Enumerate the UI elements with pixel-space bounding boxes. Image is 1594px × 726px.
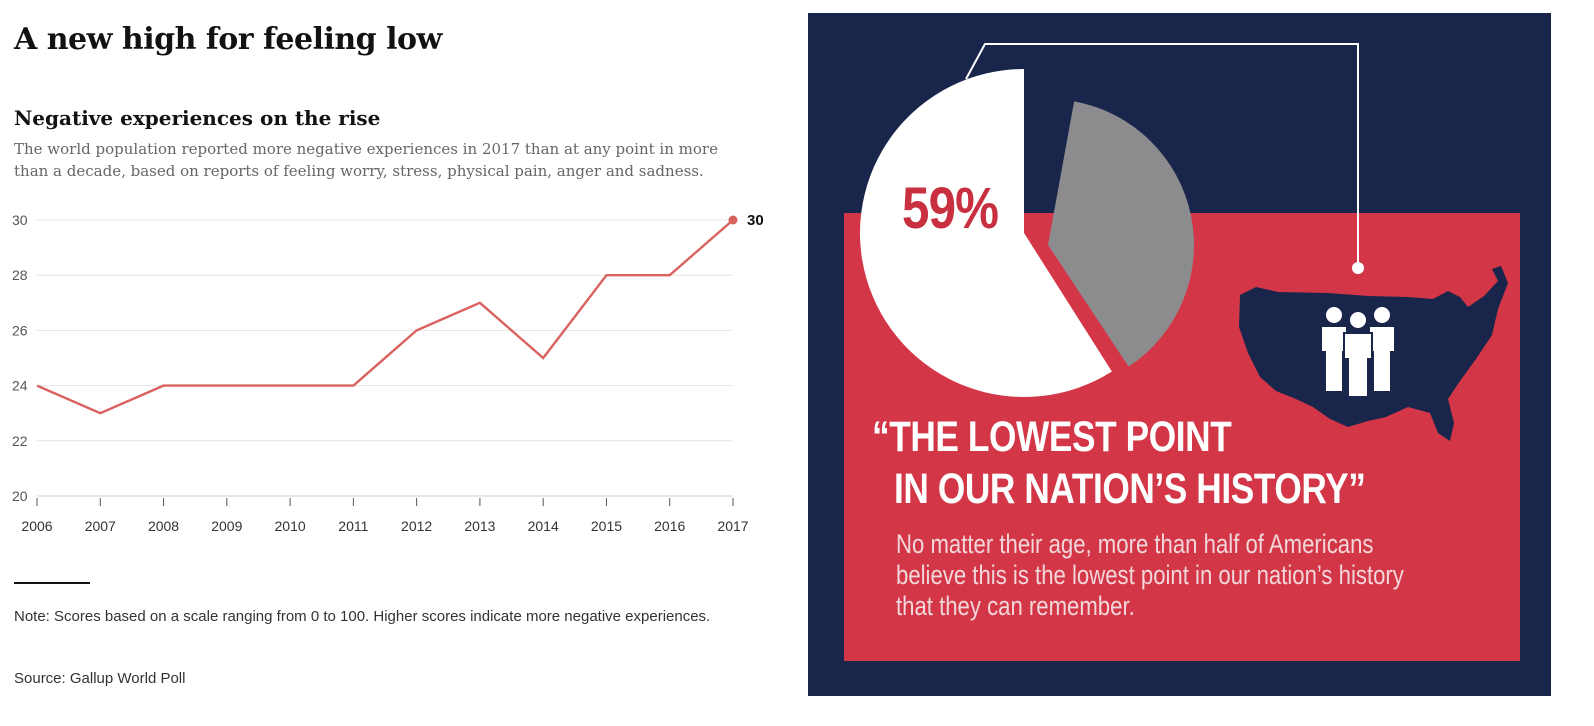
x-tick-label: 2009 — [211, 518, 242, 534]
chart-note: Note: Scores based on a scale ranging fr… — [14, 608, 711, 625]
chart-subtitle: The world population reported more negat… — [14, 140, 718, 180]
pie-slice-minority — [1048, 101, 1194, 367]
note-divider — [14, 582, 90, 584]
x-tick-label: 2006 — [21, 518, 52, 534]
us-map-icon — [1239, 266, 1508, 441]
x-tick-label: 2014 — [528, 518, 559, 534]
end-point-marker — [728, 215, 738, 225]
person-icon — [1343, 310, 1373, 398]
y-axis-ticks: 20 22 24 26 28 30 — [12, 212, 28, 504]
chart-panel: A new high for feeling low Negative expe… — [12, 22, 764, 687]
chart-title: Negative experiences on the rise — [14, 106, 381, 130]
infographic-body-text: No matter their age, more than half of A… — [896, 529, 1404, 621]
x-tick-label: 2011 — [338, 518, 368, 534]
headline: A new high for feeling low — [14, 22, 442, 57]
infographic-panel: 59% “THE LOWEST POINT IN OUR NATION’S HI… — [808, 13, 1551, 696]
x-tick-label: 2013 — [464, 518, 495, 534]
person-icon — [1322, 307, 1346, 391]
infographic-graphics — [859, 43, 1508, 441]
person-icon — [1370, 307, 1394, 391]
y-tick-label: 30 — [12, 212, 28, 228]
quote-line-2: IN OUR NATION’S HISTORY” — [894, 465, 1366, 513]
quote-line-1: “THE LOWEST POINT — [872, 413, 1232, 461]
x-axis-ticks: 2006 2007 2008 2009 2010 2011 2012 2013 2014 2015… — [21, 498, 749, 534]
x-tick-label: 2008 — [148, 518, 179, 534]
y-tick-label: 24 — [12, 378, 28, 394]
x-tick-label: 2015 — [591, 518, 622, 534]
x-tick-label: 2012 — [401, 518, 432, 534]
chart-source: Source: Gallup World Poll — [14, 670, 186, 687]
series-line — [36, 219, 734, 415]
percent-label: 59% — [902, 176, 999, 241]
y-tick-label: 28 — [12, 267, 28, 283]
x-tick-label: 2017 — [717, 518, 748, 534]
end-value-label: 30 — [747, 212, 764, 229]
y-tick-label: 26 — [12, 322, 28, 338]
pie-slice-majority — [859, 69, 1112, 397]
y-tick-label: 22 — [12, 433, 28, 449]
pie-chart-icon — [859, 69, 1194, 397]
connector-dot-icon — [1352, 262, 1364, 274]
x-tick-label: 2007 — [85, 518, 116, 534]
connector-line — [965, 43, 1359, 267]
x-tick-label: 2010 — [275, 518, 306, 534]
gridlines — [37, 219, 733, 497]
people-group-icon — [1322, 307, 1394, 398]
line-chart: 20 22 24 26 28 30 2006 2007 2008 2009 2010 2011 201… — [12, 212, 764, 534]
x-tick-label: 2016 — [654, 518, 685, 534]
y-tick-label: 20 — [12, 488, 28, 504]
